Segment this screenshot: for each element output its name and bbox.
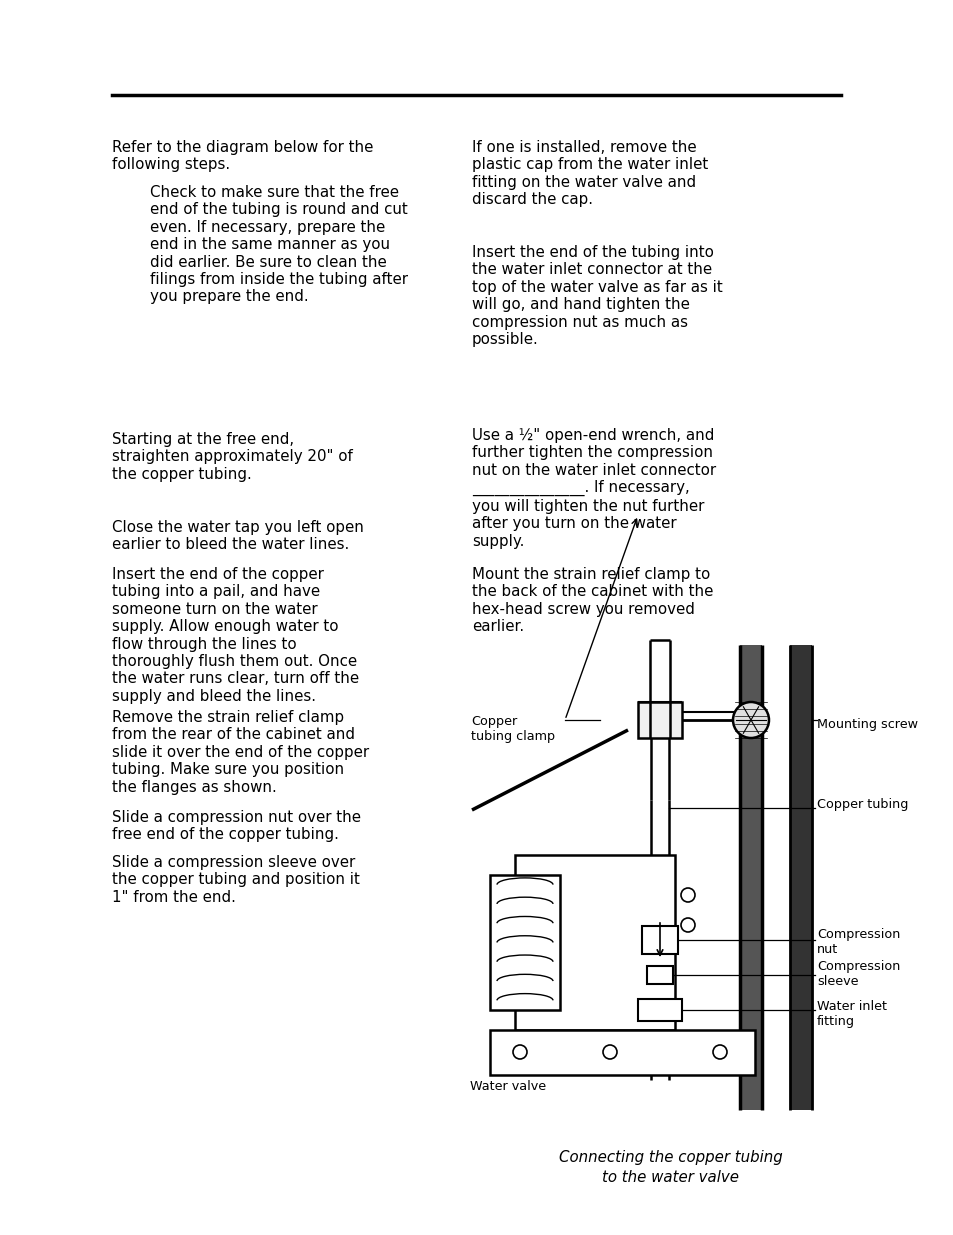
Text: Starting at the free end,
straighten approximately 20" of
the copper tubing.: Starting at the free end, straighten app… bbox=[112, 432, 353, 482]
Circle shape bbox=[732, 701, 768, 739]
Text: Compression
nut: Compression nut bbox=[816, 927, 900, 956]
Text: Connecting the copper tubing: Connecting the copper tubing bbox=[558, 1150, 782, 1165]
Bar bbox=[515, 855, 675, 1030]
Text: Remove the strain relief clamp
from the rear of the cabinet and
slide it over th: Remove the strain relief clamp from the … bbox=[112, 710, 369, 794]
Text: Check to make sure that the free
end of the tubing is round and cut
even. If nec: Check to make sure that the free end of … bbox=[150, 185, 408, 304]
Text: Compression
sleeve: Compression sleeve bbox=[816, 960, 900, 988]
Text: Water valve: Water valve bbox=[470, 1079, 545, 1093]
Bar bbox=[638, 999, 681, 1021]
Circle shape bbox=[680, 888, 695, 902]
Text: Mount the strain relief clamp to
the back of the cabinet with the
hex-head screw: Mount the strain relief clamp to the bac… bbox=[472, 567, 713, 635]
Text: Insert the end of the tubing into
the water inlet connector at the
top of the wa: Insert the end of the tubing into the wa… bbox=[472, 245, 722, 347]
Circle shape bbox=[513, 1045, 526, 1058]
Text: Copper tubing: Copper tubing bbox=[816, 798, 907, 811]
Text: If one is installed, remove the
plastic cap from the water inlet
fitting on the : If one is installed, remove the plastic … bbox=[472, 140, 707, 207]
Text: Water inlet
fitting: Water inlet fitting bbox=[816, 1000, 886, 1028]
Text: Slide a compression nut over the
free end of the copper tubing.: Slide a compression nut over the free en… bbox=[112, 810, 360, 842]
Text: Refer to the diagram below for the
following steps.: Refer to the diagram below for the follo… bbox=[112, 140, 373, 173]
Bar bbox=[641, 926, 678, 953]
Bar bbox=[638, 701, 681, 739]
Text: Use a ½" open-end wrench, and
further tighten the compression
nut on the water i: Use a ½" open-end wrench, and further ti… bbox=[472, 429, 716, 548]
Text: Slide a compression sleeve over
the copper tubing and position it
1" from the en: Slide a compression sleeve over the copp… bbox=[112, 855, 359, 905]
Text: Insert the end of the copper
tubing into a pail, and have
someone turn on the wa: Insert the end of the copper tubing into… bbox=[112, 567, 358, 704]
Bar bbox=[490, 1030, 754, 1074]
Circle shape bbox=[602, 1045, 617, 1058]
Bar bbox=[789, 645, 811, 1110]
Bar bbox=[740, 645, 761, 1110]
Bar bbox=[490, 876, 559, 1010]
Bar bbox=[646, 966, 672, 984]
Text: to the water valve: to the water valve bbox=[602, 1170, 739, 1186]
Circle shape bbox=[712, 1045, 726, 1058]
Circle shape bbox=[680, 918, 695, 932]
Text: Close the water tap you left open
earlier to bleed the water lines.: Close the water tap you left open earlie… bbox=[112, 520, 363, 552]
Text: Copper
tubing clamp: Copper tubing clamp bbox=[471, 715, 555, 743]
Text: Mounting screw: Mounting screw bbox=[816, 718, 917, 731]
